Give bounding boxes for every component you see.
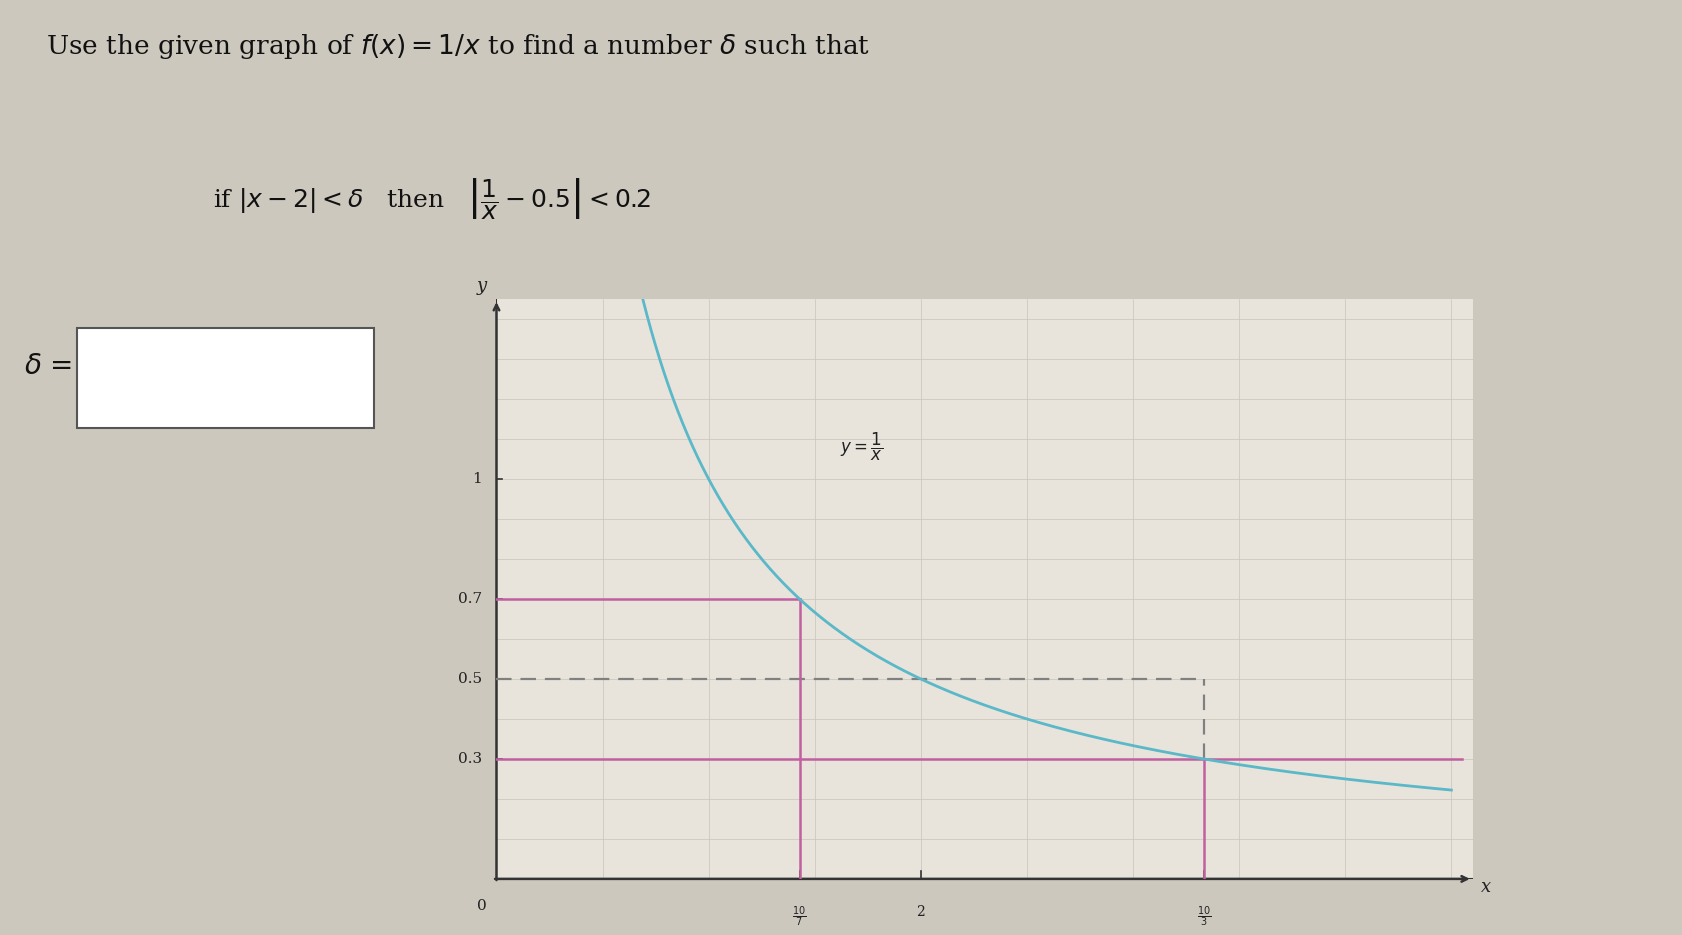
Text: Use the given graph of $f(x) = 1/x$ to find a number $\delta$ such that: Use the given graph of $f(x) = 1/x$ to f…	[45, 32, 870, 61]
Text: 0.5: 0.5	[458, 672, 481, 686]
Text: $\delta$ =: $\delta$ =	[24, 353, 72, 380]
Text: 0.7: 0.7	[458, 592, 481, 606]
Text: y: y	[476, 277, 486, 295]
Text: $\frac{10}{3}$: $\frac{10}{3}$	[1196, 905, 1211, 929]
FancyBboxPatch shape	[77, 327, 373, 428]
Text: 0.3: 0.3	[458, 752, 481, 766]
Text: if $|x - 2| < \delta$   then   $\left|\dfrac{1}{x} - 0.5\right| < 0.2$: if $|x - 2| < \delta$ then $\left|\dfrac…	[212, 176, 651, 221]
Text: 0: 0	[476, 899, 486, 913]
Text: 2: 2	[917, 905, 925, 919]
Text: x: x	[1480, 878, 1490, 896]
Text: 1: 1	[471, 472, 481, 486]
Text: $y=\dfrac{1}{x}$: $y=\dfrac{1}{x}$	[839, 431, 883, 463]
Text: $\frac{10}{7}$: $\frac{10}{7}$	[792, 905, 806, 929]
